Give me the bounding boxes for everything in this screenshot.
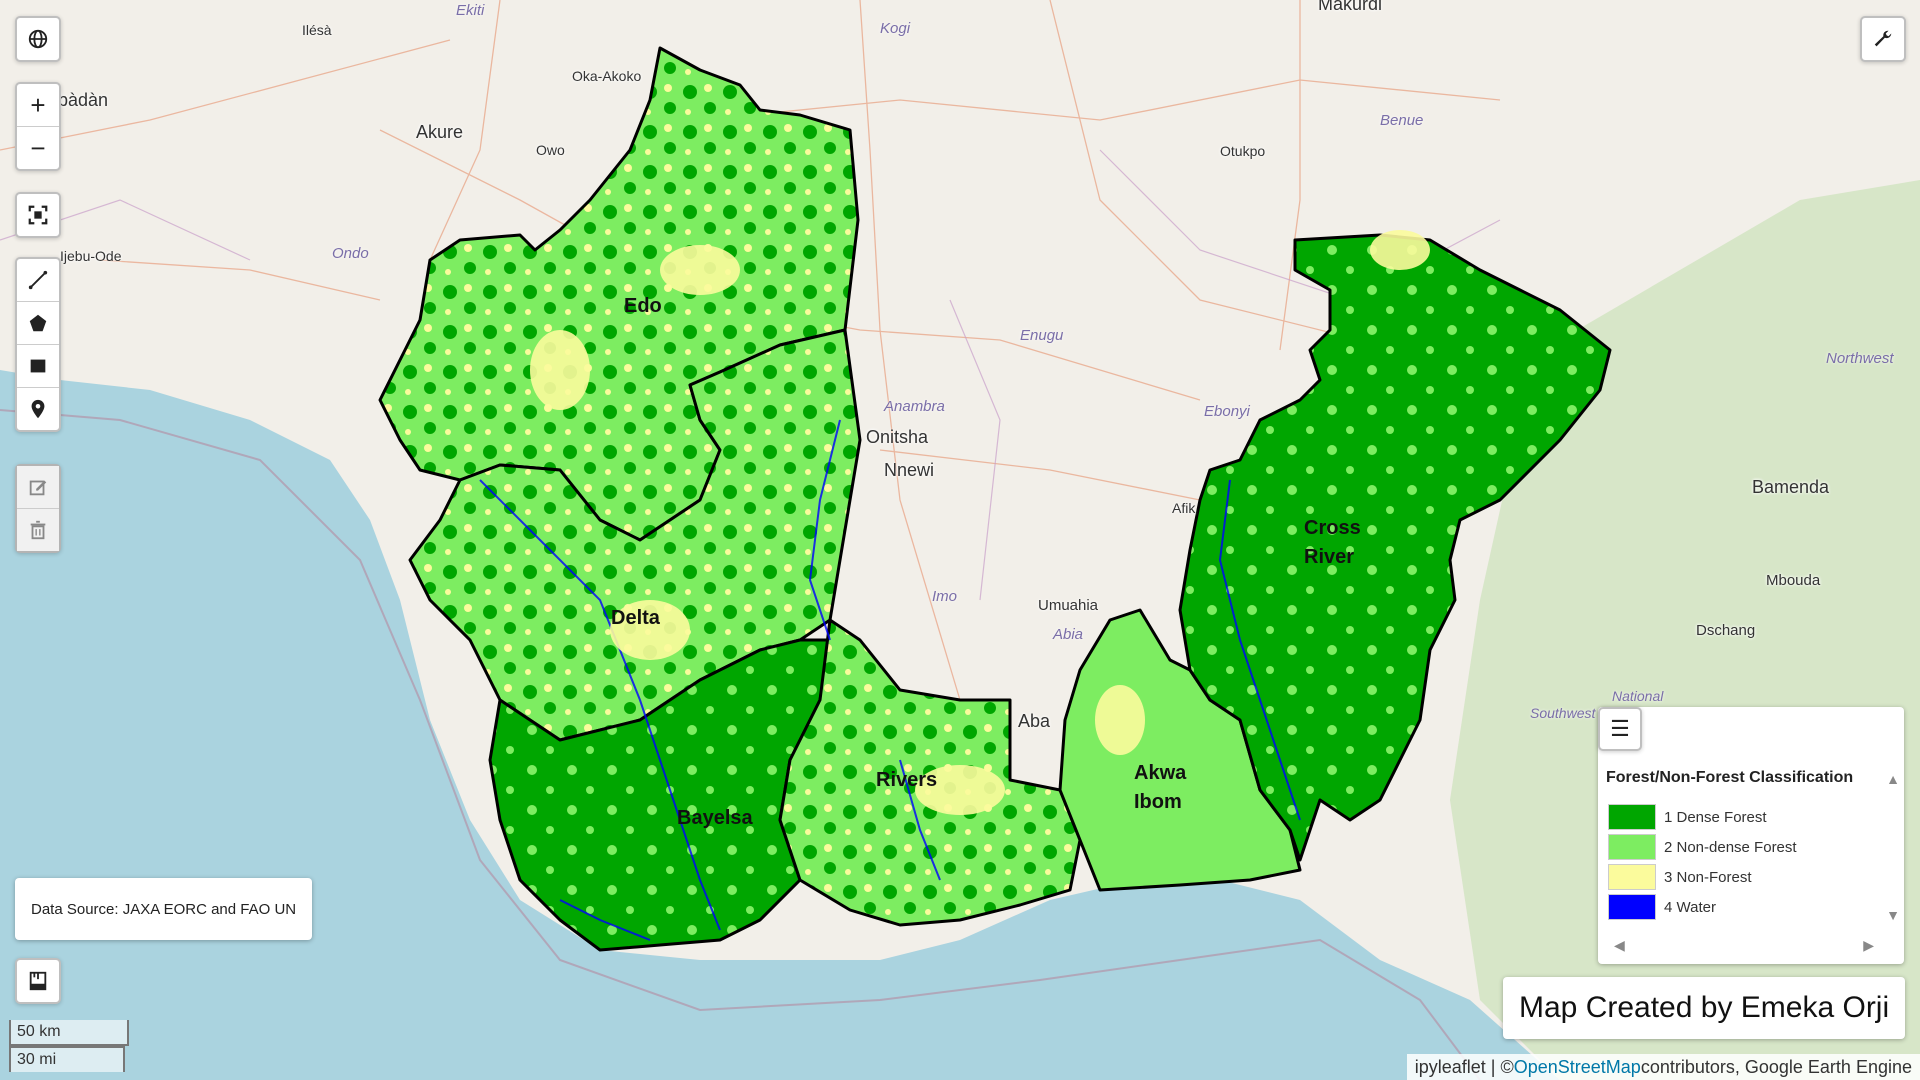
legend-swatch-water	[1608, 894, 1656, 920]
edit-toolbar	[15, 464, 61, 553]
region-label-southwest: Southwest	[1530, 705, 1596, 721]
region-label-imo: Imo	[932, 588, 958, 605]
globe-icon[interactable]	[17, 18, 59, 60]
legend-label: 3 Non-Forest	[1664, 868, 1752, 886]
region-label-abia: Abia	[1053, 626, 1084, 643]
scroll-left-icon[interactable]: ◀	[1614, 937, 1625, 953]
cross-river-state	[1178, 233, 1612, 862]
legend-item: 1 Dense Forest	[1608, 804, 1767, 830]
state-label-river: River	[1304, 546, 1355, 568]
state-label-akwa: Akwa	[1134, 762, 1187, 784]
place-label-mbouda: Mbouda	[1766, 572, 1821, 589]
place-label-aba: Aba	[1018, 711, 1051, 731]
place-label-ibadan: bàdàn	[58, 90, 109, 110]
attribution-suffix: contributors, Google Earth Engine	[1640, 1056, 1912, 1077]
place-label-umuahia: Umuahia	[1038, 597, 1099, 614]
state-label-edo: Edo	[624, 295, 662, 317]
region-label-benue: Benue	[1380, 112, 1424, 129]
place-label-akure: Akure	[416, 122, 464, 142]
attribution: ipyleaflet | © OpenStreetMap contributor…	[1406, 1054, 1920, 1080]
draw-marker-icon[interactable]	[17, 388, 59, 430]
place-label-ilesa: Ilésà	[302, 22, 332, 38]
draw-rectangle-icon[interactable]	[17, 345, 59, 388]
region-label-ebonyi: Ebonyi	[1204, 403, 1250, 420]
scroll-down-icon[interactable]: ▼	[1886, 907, 1900, 923]
draw-toolbar	[15, 257, 61, 432]
scroll-right-icon[interactable]: ▶	[1863, 937, 1874, 953]
fullscreen-icon[interactable]	[17, 194, 59, 236]
legend-swatch-dense-forest	[1608, 804, 1656, 830]
state-label-akwa-ibom: Akwa Ibom	[1134, 759, 1186, 817]
toolbar-control	[1860, 16, 1906, 62]
wrench-icon[interactable]	[1862, 18, 1904, 60]
state-label-cross: Cross	[1304, 517, 1361, 539]
legend-swatch-non-forest	[1608, 864, 1656, 890]
region-label-ondo: Ondo	[332, 245, 369, 262]
label-national-park: National	[1612, 688, 1664, 704]
place-label-owo: Owo	[536, 142, 565, 158]
place-label-nnewi: Nnewi	[884, 460, 935, 480]
zoom-out-button[interactable]: −	[30, 132, 46, 163]
place-label-otukpo: Otukpo	[1220, 143, 1266, 159]
legend-panel: ☰ Forest/Non-Forest Classification 1 Den…	[1598, 707, 1904, 964]
region-label-kogi: Kogi	[880, 20, 911, 37]
state-label-delta: Delta	[611, 607, 660, 629]
draw-polygon-icon[interactable]	[17, 302, 59, 345]
region-label-ekiti: Ekiti	[456, 2, 485, 19]
place-label-dschang: Dschang	[1696, 622, 1756, 639]
zoom-in-button[interactable]: +	[17, 84, 59, 127]
basemap-control	[15, 16, 61, 62]
draw-polyline-icon[interactable]	[17, 259, 59, 302]
edit-layers-icon[interactable]	[17, 466, 59, 509]
state-label-cross-river: Cross River	[1304, 514, 1361, 572]
legend-swatch-non-dense-forest	[1608, 834, 1656, 860]
menu-icon[interactable]: ☰	[1610, 716, 1630, 741]
legend-item: 2 Non-dense Forest	[1608, 834, 1797, 860]
legend-toggle: ☰	[1598, 707, 1642, 751]
map-credit-box: Map Created by Emeka Orji	[1503, 977, 1905, 1039]
ruler-icon[interactable]	[17, 960, 59, 1002]
place-label-makurdi: Makurdi	[1318, 0, 1383, 14]
region-label-enugu: Enugu	[1020, 327, 1064, 344]
scroll-up-icon[interactable]: ▲	[1886, 771, 1900, 787]
place-label-ijebu-ode: Ijebu-Ode	[60, 248, 122, 264]
place-label-bamenda: Bamenda	[1752, 477, 1830, 497]
place-label-oka-akoko: Oka-Akoko	[572, 68, 642, 84]
legend-item: 4 Water	[1608, 894, 1716, 920]
region-label-anambra: Anambra	[884, 398, 945, 415]
state-label-bayelsa: Bayelsa	[677, 807, 753, 829]
fullscreen-control	[15, 192, 61, 238]
region-label-northwest: Northwest	[1826, 350, 1894, 367]
state-label-rivers: Rivers	[876, 769, 938, 791]
scale-bar-km: 50 km	[9, 1020, 129, 1046]
attribution-prefix: ipyleaflet | ©	[1414, 1056, 1514, 1077]
place-label-onitsha: Onitsha	[866, 427, 929, 447]
legend-title: Forest/Non-Forest Classification	[1606, 769, 1854, 786]
measure-control	[15, 958, 61, 1004]
scale-bar-mi: 30 mi	[9, 1046, 125, 1072]
place-label-afikpo: Afik	[1172, 500, 1196, 516]
legend-label: 2 Non-dense Forest	[1664, 838, 1797, 856]
delta-state	[408, 328, 862, 742]
legend-item: 3 Non-Forest	[1608, 864, 1752, 890]
delete-layers-icon[interactable]	[17, 509, 59, 551]
openstreetmap-link[interactable]: OpenStreetMap	[1513, 1056, 1641, 1077]
data-source-box: Data Source: JAXA EORC and FAO UN	[15, 878, 312, 940]
legend-label: 4 Water	[1664, 898, 1716, 916]
state-label-ibom: Ibom	[1134, 791, 1182, 813]
legend-label: 1 Dense Forest	[1664, 808, 1767, 826]
zoom-control: + −	[15, 82, 61, 171]
